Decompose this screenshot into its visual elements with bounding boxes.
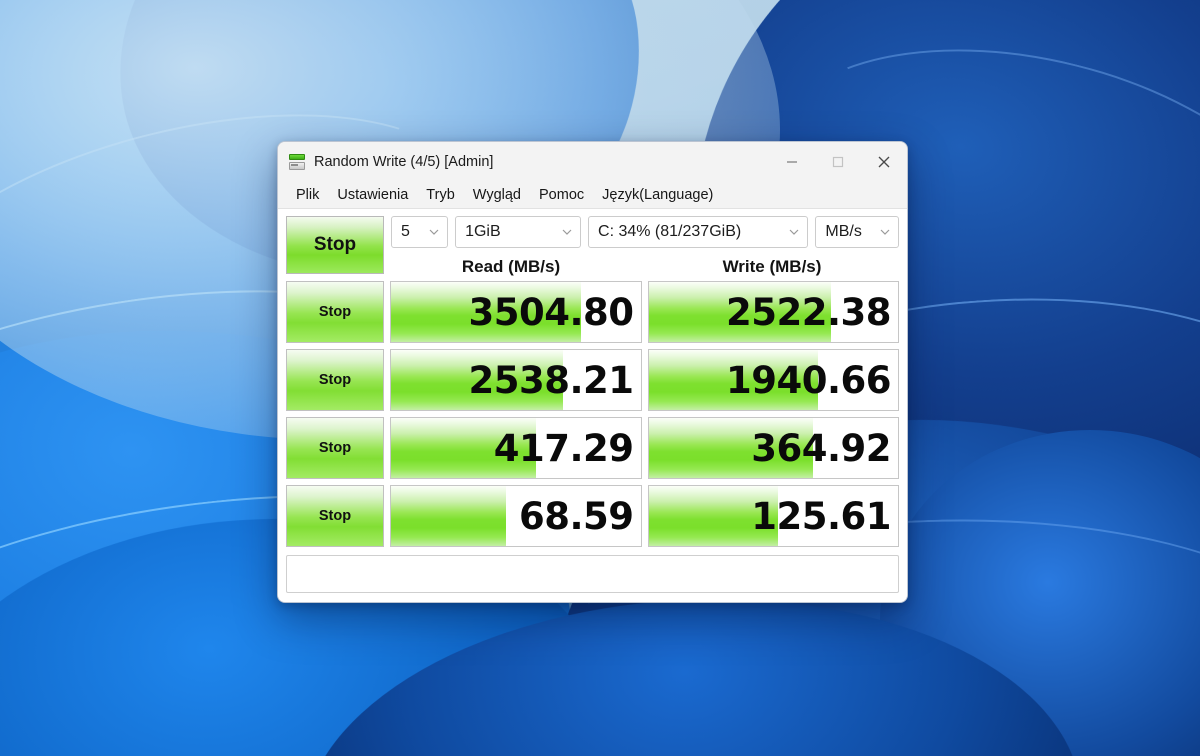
write-meter-fill [648, 486, 779, 546]
read-meter[interactable]: 68.59 [390, 485, 642, 547]
write-meter[interactable]: 1940.66 [647, 349, 899, 411]
menu-item-tryb[interactable]: Tryb [426, 186, 455, 203]
chevron-down-icon [872, 217, 898, 247]
table-row: Stop 2538.21 1940.66 [286, 349, 899, 411]
read-value: 3504.80 [468, 290, 634, 334]
disk-drive-icon [288, 153, 306, 171]
title-bar[interactable]: Random Write (4/5) [Admin] [278, 142, 907, 181]
window-title: Random Write (4/5) [Admin] [314, 153, 494, 170]
main-stop-button[interactable]: Stop [286, 216, 384, 274]
menu-item-plik[interactable]: Plik [296, 186, 320, 203]
column-headers: Read (MB/s) Write (MB/s) [286, 254, 899, 280]
write-value: 364.92 [751, 426, 891, 470]
chevron-down-icon [421, 217, 447, 247]
write-value: 1940.66 [725, 358, 892, 402]
drive-select[interactable]: C: 34% (81/237GiB) [588, 216, 809, 248]
wallpaper-ribbon [880, 430, 1200, 756]
read-meter-fill [391, 350, 564, 410]
read-column-header: Read (MB/s) [461, 257, 561, 276]
write-column-header: Write (MB/s) [722, 257, 822, 276]
comment-input[interactable] [286, 555, 899, 593]
write-meter[interactable]: 125.61 [647, 485, 899, 547]
read-meter[interactable]: 417.29 [390, 417, 642, 479]
read-meter-fill [391, 418, 536, 478]
test-count-select[interactable]: 5 [391, 216, 449, 248]
test-size-select[interactable]: 1GiB [455, 216, 582, 248]
read-meter[interactable]: 3504.80 [390, 281, 642, 343]
window-controls [769, 142, 907, 181]
write-meter[interactable]: 2522.38 [647, 281, 899, 343]
table-row: Stop 3504.80 2522.38 [286, 281, 899, 343]
row-stop-button[interactable]: Stop [286, 349, 384, 411]
write-meter-fill [648, 282, 831, 342]
read-value: 417.29 [493, 426, 634, 470]
test-size-value: 1GiB [465, 223, 501, 240]
table-row: Stop 417.29 364.92 [286, 417, 899, 479]
read-meter-fill [391, 282, 581, 342]
write-value: 2522.38 [725, 290, 892, 334]
maximize-button[interactable] [815, 142, 861, 181]
chevron-down-icon [781, 217, 807, 247]
chevron-down-icon [554, 217, 580, 247]
toolbar: Stop 5 1GiB C: 34% (81/237GiB) [286, 216, 900, 274]
read-value: 68.59 [518, 494, 634, 538]
unit-value: MB/s [825, 223, 862, 240]
write-meter[interactable]: 364.92 [647, 417, 899, 479]
menu-item-ustawienia[interactable]: Ustawienia [337, 186, 409, 203]
menu-item-wyglad[interactable]: Wygląd [472, 186, 521, 203]
read-meter[interactable]: 2538.21 [390, 349, 642, 411]
wallpaper-ribbon [291, 579, 1089, 756]
results-table: Stop 3504.80 2522.38 Stop 2538.21 [286, 281, 899, 547]
menu-item-jezyk[interactable]: Język(Language) [602, 186, 714, 203]
window-body: Stop 5 1GiB C: 34% (81/237GiB) [278, 209, 907, 602]
test-count-value: 5 [401, 223, 410, 240]
drive-value: C: 34% (81/237GiB) [598, 223, 742, 240]
read-meter-fill [391, 486, 506, 546]
read-value: 2538.21 [468, 358, 634, 402]
row-stop-button[interactable]: Stop [286, 417, 384, 479]
table-row: Stop 68.59 125.61 [286, 485, 899, 547]
crystaldiskmark-window: Random Write (4/5) [Admin] Plik Ustawien… [277, 141, 908, 603]
close-button[interactable] [861, 142, 907, 181]
menu-bar: Plik Ustawienia Tryb Wygląd Pomoc Język(… [278, 181, 907, 209]
write-meter-fill [648, 418, 814, 478]
write-value: 125.61 [751, 494, 891, 538]
row-stop-button[interactable]: Stop [286, 485, 384, 547]
menu-item-pomoc[interactable]: Pomoc [539, 186, 585, 203]
minimize-button[interactable] [769, 142, 815, 181]
unit-select[interactable]: MB/s [815, 216, 900, 248]
write-meter-fill [648, 350, 819, 410]
row-stop-button[interactable]: Stop [286, 281, 384, 343]
